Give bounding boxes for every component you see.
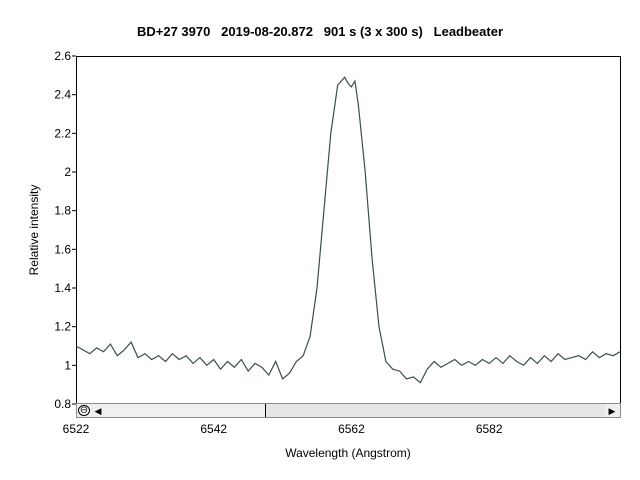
y-axis: 0.8 1 1.2 1.4 1.6 1.8 2 2.2 2.4 2.6 [54,49,76,411]
scroll-thumb[interactable] [265,404,605,417]
x-tick-label: 6542 [200,422,227,436]
chart-title: BD+27 3970 2019-08-20.872 901 s (3 x 300… [136,24,504,39]
y-tick-label: 1 [64,358,71,372]
spectrum-line [75,76,621,384]
y-axis-title: Relative intensity [27,185,41,276]
x-tick-label: 6562 [338,422,365,436]
x-axis-title: Wavelength (Angstrom) [285,446,411,460]
x-tick-label: 6522 [63,422,90,436]
plot-area-frame [76,56,621,405]
y-tick-label: 1.2 [54,320,71,334]
y-tick-label: 1.8 [54,204,71,218]
y-tick-label: 0.8 [54,397,71,411]
x-axis: 6522 6542 6562 6582 [63,422,503,436]
x-tick-label: 6582 [476,422,503,436]
horizontal-scrollbar[interactable]: ⊖ ◀ ▶ [76,403,621,418]
y-tick-label: 1.6 [54,242,71,256]
scroll-right-button[interactable]: ▶ [608,406,616,416]
scroll-track[interactable] [106,405,264,416]
y-tick-label: 2.4 [54,88,71,102]
zoom-reset-button[interactable]: ⊖ [78,405,90,416]
y-tick-label: 2 [64,165,71,179]
y-tick-label: 1.4 [54,281,71,295]
y-tick-label: 2.6 [54,49,71,63]
y-tick-label: 2.2 [54,126,71,140]
scroll-left-button[interactable]: ◀ [94,406,102,416]
